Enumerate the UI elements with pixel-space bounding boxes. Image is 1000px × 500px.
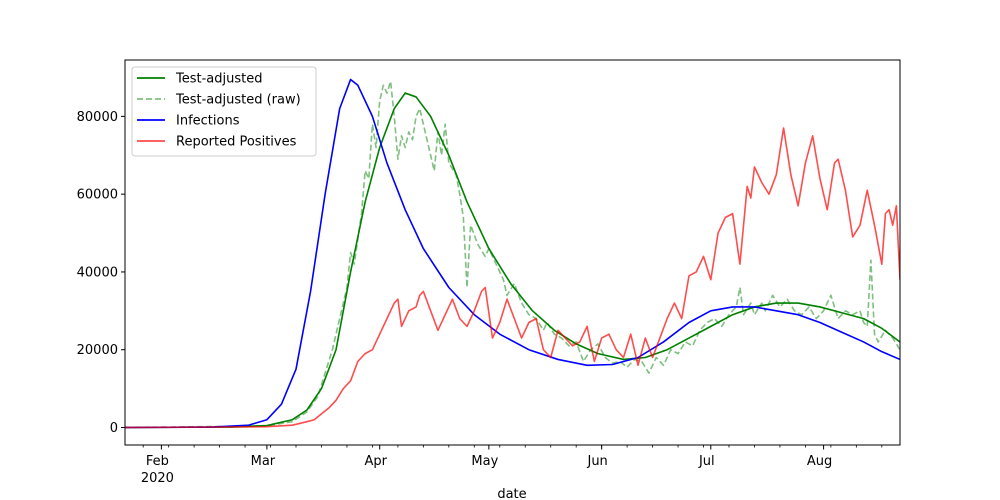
x-axis-label: date — [497, 487, 526, 500]
y-tick-label: 40000 — [77, 265, 118, 280]
series-layer — [125, 78, 900, 429]
series-line-2 — [125, 80, 900, 429]
x-tick-label: Jul — [698, 454, 715, 469]
axis-ticks: 0 20000 40000 60000 80000 Feb 2020 Mar Apr May Jun… — [77, 110, 883, 486]
series-line-3 — [125, 78, 900, 429]
x-tick-label: Feb — [146, 454, 169, 469]
y-tick-label: 80000 — [77, 110, 118, 125]
x-tick-label: Apr — [364, 454, 387, 469]
legend-label: Reported Positives — [176, 135, 297, 150]
x-tick-label: Jun — [586, 454, 607, 469]
series-line-1 — [125, 92, 900, 429]
plot-frame — [124, 59, 901, 446]
x-tick-sublabel: 2020 — [141, 471, 174, 486]
x-tick-label: Aug — [807, 454, 832, 469]
y-tick-label: 60000 — [77, 188, 118, 203]
x-tick-label: Mar — [251, 454, 276, 469]
series-line-4 — [125, 127, 900, 429]
legend-frame — [131, 66, 317, 157]
legend-label: Infections — [176, 114, 240, 129]
y-tick-label: 0 — [110, 421, 118, 436]
y-tick-label: 20000 — [77, 343, 118, 358]
legend: Test-adjusted Test-adjusted (raw) Infectio… — [131, 66, 317, 157]
x-tick-label: May — [471, 454, 498, 469]
legend-label: Test-adjusted — [175, 72, 262, 87]
legend-label: Test-adjusted (raw) — [175, 93, 301, 108]
